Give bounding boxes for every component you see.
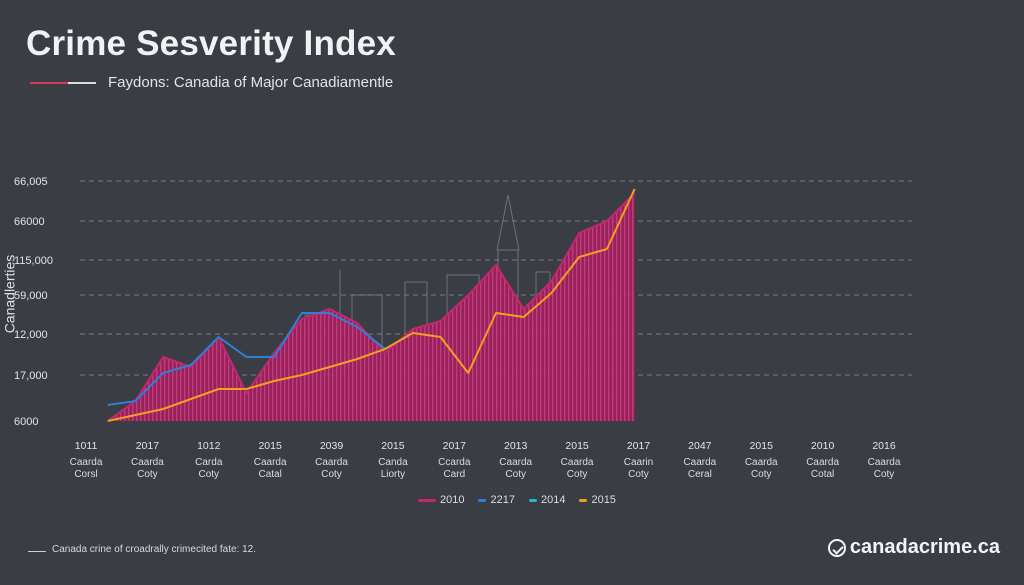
x-tick-line2: Coty <box>321 469 342 480</box>
y-tick-label: 66000 <box>14 216 45 228</box>
x-tick-line2: Coty <box>751 469 772 480</box>
y-tick-labels: 6000 17,000 12,000 59,000 115,000 66000 66,005 <box>14 176 53 428</box>
x-tick-line1: Caarda <box>70 457 103 468</box>
x-tick-line2: Corsl <box>74 469 97 480</box>
legend-item-2015: 2015 <box>579 494 616 506</box>
legend-label: 2217 <box>490 494 515 506</box>
brand-text: canadacrime.ca <box>849 536 1000 558</box>
x-tick-line1: Caarda <box>131 457 164 468</box>
chart-title: Crime Sesverity Index <box>26 24 396 63</box>
x-tick-year: 2015 <box>750 440 774 452</box>
x-tick-line1: Caarda <box>254 457 287 468</box>
legend-label: 2010 <box>440 494 465 506</box>
x-tick-year: 2017 <box>627 440 651 452</box>
legend: 2010 2217 2014 2015 <box>418 494 616 506</box>
x-tick-line2: Coty <box>198 469 219 480</box>
series-line-2015 <box>107 188 636 422</box>
x-tick-line2: Liorty <box>381 469 405 480</box>
check-circle-icon <box>827 538 846 557</box>
y-tick-label: 115,000 <box>14 255 53 267</box>
x-tick-line1: Caarda <box>561 457 594 468</box>
x-tick-line2: Coty <box>567 469 588 480</box>
legend-item-2014: 2014 <box>528 494 566 506</box>
x-tick-year: 1012 <box>197 440 221 452</box>
chart-subtitle: Faydons: Canadia of Major Canadiamentle <box>108 74 394 91</box>
x-tick-line1: Caarda <box>868 457 901 468</box>
x-tick-line1: Caarda <box>745 457 778 468</box>
legend-label: 2014 <box>540 494 566 506</box>
x-tick-year: 1011 <box>75 440 98 452</box>
x-tick-line1: Canda <box>378 457 408 468</box>
x-tick-line1: Caarda <box>315 457 348 468</box>
subtitle-accent-red <box>30 82 68 84</box>
x-tick-year: 2017 <box>443 440 467 452</box>
legend-swatch <box>418 498 436 502</box>
x-tick-line2: Card <box>443 469 465 480</box>
y-tick-label: 59,000 <box>14 290 48 302</box>
x-tick-year: 2016 <box>872 440 896 452</box>
series-area-2010 <box>107 193 635 421</box>
x-tick-line2: Coty <box>137 469 158 480</box>
footnote: Canada crine of croadrally crimecited fa… <box>52 544 256 555</box>
x-tick-line2: Coty <box>628 469 649 480</box>
legend-swatch <box>579 498 588 502</box>
y-tick-label: 17,000 <box>14 370 48 382</box>
x-tick-labels: 1011CaardaCorsl2017CaardaCoty1012CardaCo… <box>70 440 901 480</box>
x-tick-line1: Ccarda <box>438 457 471 468</box>
x-tick-line2: Cotal <box>811 469 834 480</box>
x-tick-year: 2015 <box>381 440 405 452</box>
subtitle-accent-white <box>68 82 96 84</box>
legend-item-2010: 2010 <box>418 494 464 506</box>
series-layer <box>107 188 636 422</box>
y-tick-label: 6000 <box>14 416 38 428</box>
x-tick-line1: Caarda <box>499 457 532 468</box>
legend-swatch <box>528 498 537 502</box>
legend-label: 2015 <box>591 494 616 506</box>
x-tick-line2: Ceral <box>688 469 712 480</box>
brand[interactable]: canadacrime.ca <box>827 536 1000 559</box>
x-tick-year: 2015 <box>565 440 589 452</box>
x-tick-line2: Coty <box>874 469 895 480</box>
x-tick-line2: Coty <box>505 469 526 480</box>
x-tick-year: 2015 <box>258 440 282 452</box>
x-tick-year: 2017 <box>136 440 160 452</box>
x-tick-year: 2047 <box>688 440 712 452</box>
series-line-2217 <box>107 312 386 406</box>
x-tick-line1: Caarda <box>683 457 716 468</box>
x-tick-year: 2010 <box>811 440 835 452</box>
y-tick-label: 12,000 <box>14 329 48 341</box>
x-tick-line1: Caarda <box>806 457 839 468</box>
legend-swatch <box>478 498 487 502</box>
x-tick-line1: Caarin <box>624 457 653 468</box>
legend-item-2217: 2217 <box>478 494 515 506</box>
x-tick-line1: Carda <box>195 457 223 468</box>
footnote-accent <box>28 551 46 552</box>
x-tick-year: 2039 <box>320 440 344 452</box>
y-tick-label: 66,005 <box>14 176 48 188</box>
x-tick-year: 2013 <box>504 440 528 452</box>
x-tick-line2: Catal <box>258 469 281 480</box>
